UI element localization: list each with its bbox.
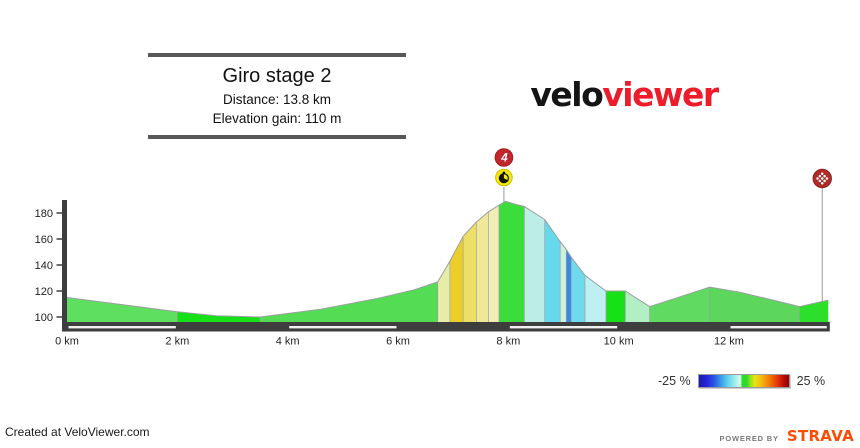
- gradient-segment: [585, 275, 606, 322]
- x-axis-stripe: [509, 326, 618, 329]
- x-axis-label: 8 km: [496, 336, 520, 348]
- gradient-segment: [606, 291, 626, 322]
- stage-title: Giro stage 2: [222, 65, 332, 87]
- gradient-legend-bar: [697, 374, 790, 388]
- x-axis-stripe: [289, 326, 397, 329]
- gradient-segment: [544, 219, 561, 322]
- checkered-dots-icon: [818, 174, 822, 178]
- title-bottom-rule: [148, 135, 406, 139]
- checkered-dots-icon: [823, 179, 826, 183]
- checkered-dots-icon: [820, 172, 824, 176]
- y-axis-tick: [56, 264, 62, 266]
- y-axis-tick: [56, 238, 62, 240]
- gradient-segment: [709, 287, 800, 322]
- y-axis-label: 120: [35, 286, 53, 298]
- title-top-rule: [148, 53, 406, 57]
- elevation-profile-outline: [66, 200, 829, 318]
- x-axis-label: 2 km: [165, 336, 189, 348]
- gradient-segment: [260, 281, 438, 322]
- gradient-segment: [524, 206, 545, 322]
- y-axis-label: 180: [35, 208, 53, 220]
- x-axis-label: 6 km: [386, 336, 410, 348]
- credit-text: Created at VeloViewer.com: [5, 425, 150, 439]
- logo-viewer: viewer: [602, 75, 719, 114]
- x-axis-label: 10 km: [604, 336, 634, 348]
- powered-by-label: POWERED BY: [719, 434, 779, 443]
- strava-logo: STRAVA: [786, 427, 854, 445]
- gradient-segment: [649, 287, 710, 322]
- checkered-dots-icon: [820, 177, 824, 180]
- cat4-climb-label: 4: [500, 153, 508, 165]
- x-axis-stripe: [730, 326, 827, 329]
- legend-max-label: 25 %: [796, 374, 826, 388]
- gradient-segment: [67, 297, 178, 322]
- checkered-dots-icon: [825, 177, 829, 180]
- stage-elevation-gain: Elevation gain: 110 m: [212, 111, 342, 126]
- checkered-dots-icon: [818, 179, 822, 183]
- gradient-segment: [463, 222, 477, 322]
- gradient-segment: [799, 300, 829, 322]
- x-axis-stripe: [68, 326, 176, 329]
- x-axis-label: 4 km: [276, 336, 300, 348]
- y-axis-tick: [56, 212, 62, 214]
- gradient-segment: [499, 201, 525, 322]
- gradient-segment: [571, 257, 585, 322]
- gradient-segment: [437, 261, 450, 322]
- checkered-dots-icon: [820, 181, 824, 185]
- powered-by-strava: POWERED BY STRAVA: [720, 427, 854, 445]
- veloviewer-logo: veloviewer: [504, 76, 744, 114]
- gradient-segment: [476, 211, 489, 322]
- y-axis-label: 100: [35, 312, 53, 324]
- gradient-segment: [566, 249, 572, 322]
- x-axis-label: 12 km: [714, 336, 744, 348]
- x-axis-label: 0 km: [55, 336, 79, 348]
- stopwatch-icon: [503, 174, 508, 180]
- y-axis-tick: [56, 290, 62, 292]
- y-axis-label: 140: [35, 260, 53, 272]
- gradient-legend: -25 % 25 %: [658, 374, 825, 388]
- checkered-dots-icon: [823, 174, 826, 178]
- y-axis-bar: [62, 200, 67, 331]
- cat4-climb-badge: [494, 148, 514, 167]
- gradient-segment: [449, 236, 464, 322]
- x-axis-bar: [62, 322, 830, 332]
- gradient-segment: [625, 291, 650, 322]
- checkered-dots-icon: [816, 177, 819, 180]
- title-block: Giro stage 2 Distance: 13.8 km Elevation…: [148, 53, 406, 139]
- y-axis-label: 160: [35, 234, 53, 246]
- logo-velo: velo: [530, 75, 603, 114]
- stage-distance: Distance: 13.8 km: [222, 92, 332, 107]
- legend-min-label: -25 %: [658, 374, 691, 388]
- gradient-segment: [560, 241, 567, 322]
- gradient-segment: [488, 205, 499, 322]
- y-axis-tick: [56, 316, 62, 318]
